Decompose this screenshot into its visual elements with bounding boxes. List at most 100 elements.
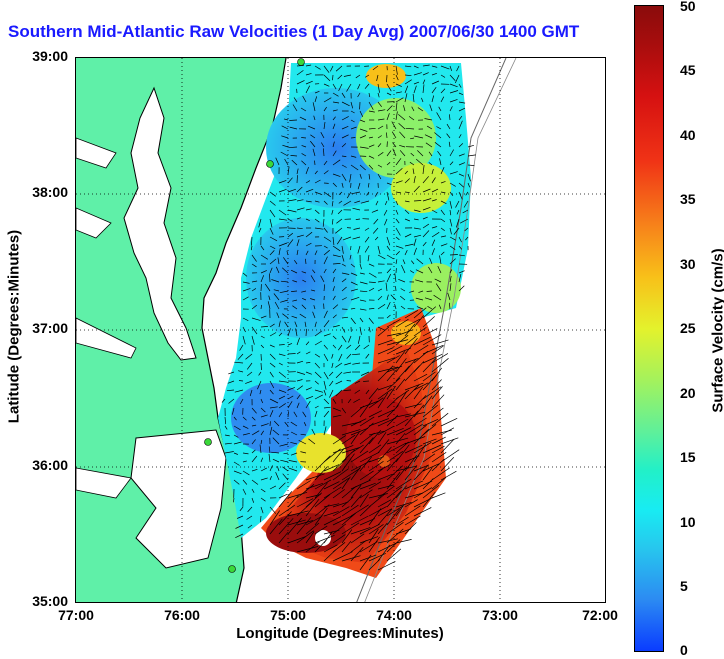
velocity-vector (329, 380, 334, 387)
velocity-vector (290, 452, 298, 456)
velocity-vector (440, 200, 447, 205)
velocity-vector (359, 299, 367, 302)
velocity-vector (251, 407, 257, 414)
velocity-vector (404, 65, 412, 68)
velocity-vector (305, 387, 312, 391)
velocity-vector (357, 335, 361, 344)
velocity-vector (271, 279, 280, 283)
velocity-vector (386, 268, 392, 274)
velocity-vector (305, 242, 312, 247)
velocity-vector (314, 539, 327, 553)
velocity-vector (305, 231, 313, 238)
velocity-vector (301, 137, 307, 139)
velocity-vector (386, 345, 403, 355)
velocity-vector (335, 389, 343, 397)
velocity-vector (287, 343, 293, 346)
velocity-vector (439, 158, 442, 166)
velocity-vector (268, 295, 271, 301)
velocity-vector (278, 482, 286, 490)
velocity-vector (341, 297, 347, 301)
velocity-vector (368, 387, 379, 400)
velocity-vector (449, 302, 451, 310)
velocity-vector (413, 72, 422, 76)
velocity-vector (365, 74, 370, 78)
velocity-vector (377, 499, 392, 508)
velocity-vector (249, 389, 253, 397)
velocity-vector (269, 353, 276, 360)
velocity-vector (299, 313, 307, 319)
velocity-vector (395, 65, 398, 75)
velocity-vector (368, 127, 376, 130)
velocity-vector (449, 161, 454, 166)
velocity-vector (323, 481, 340, 490)
velocity-vector (365, 353, 370, 359)
velocity-vector (467, 154, 476, 157)
velocity-vector (411, 106, 415, 112)
velocity-vector (290, 441, 298, 445)
velocity-vector (305, 73, 312, 76)
velocity-vector (386, 528, 404, 544)
velocity-vector (305, 200, 312, 203)
velocity-vector (332, 435, 346, 445)
velocity-vector (436, 112, 442, 121)
velocity-vector (431, 72, 438, 76)
velocity-vector (386, 355, 400, 364)
velocity-vector (458, 162, 466, 166)
velocity-vector (302, 95, 307, 103)
velocity-vector (377, 135, 382, 139)
velocity-vector (431, 188, 439, 193)
velocity-vector (359, 437, 374, 454)
velocity-vector (415, 297, 424, 301)
x-tick-label: 72:00 (582, 607, 618, 623)
velocity-vector (368, 508, 382, 526)
velocity-vector (404, 424, 423, 436)
velocity-vector (386, 301, 391, 310)
velocity-vector (395, 427, 412, 436)
velocity-vector (296, 70, 304, 76)
velocity-vector (305, 473, 325, 481)
velocity-vector (332, 173, 341, 177)
velocity-vector (281, 135, 289, 139)
velocity-vector (323, 245, 328, 249)
velocity-vector (386, 191, 390, 201)
colorbar-tick-label: 15 (680, 449, 696, 465)
velocity-vector (404, 410, 419, 427)
velocity-vector (402, 259, 406, 265)
velocity-vector (392, 148, 397, 157)
velocity-vector (314, 200, 320, 203)
velocity-vector (346, 83, 352, 92)
velocity-vector (278, 493, 288, 499)
velocity-vector (368, 481, 382, 490)
velocity-vector (296, 520, 313, 526)
velocity-vector (368, 272, 377, 278)
velocity-vector (332, 414, 342, 418)
velocity-vector (373, 218, 379, 225)
velocity-vector (424, 134, 433, 139)
velocity-vector (273, 420, 280, 427)
velocity-vector (404, 403, 422, 409)
velocity-vector (413, 238, 417, 247)
velocity-vector (310, 289, 316, 292)
velocity-vector (269, 362, 276, 368)
velocity-vector (314, 507, 328, 526)
velocity-vector (425, 142, 433, 148)
velocity-vector (332, 534, 346, 544)
velocity-vector (260, 414, 268, 418)
velocity-vector (280, 280, 289, 283)
velocity-vector (296, 546, 319, 553)
velocity-vector (359, 541, 378, 553)
velocity-vector (332, 447, 345, 463)
velocity-vector (269, 371, 274, 378)
velocity-vector (375, 200, 379, 206)
velocity-vector (386, 105, 393, 112)
velocity-vector (404, 250, 408, 256)
velocity-vector (424, 118, 433, 121)
velocity-vector (404, 233, 412, 238)
velocity-vector (422, 216, 428, 220)
velocity-vector (233, 434, 239, 438)
velocity-vector (281, 267, 289, 274)
velocity-vector (404, 335, 417, 346)
velocity-vector (336, 236, 343, 245)
velocity-vector (323, 371, 329, 380)
velocity-vector (332, 344, 337, 349)
